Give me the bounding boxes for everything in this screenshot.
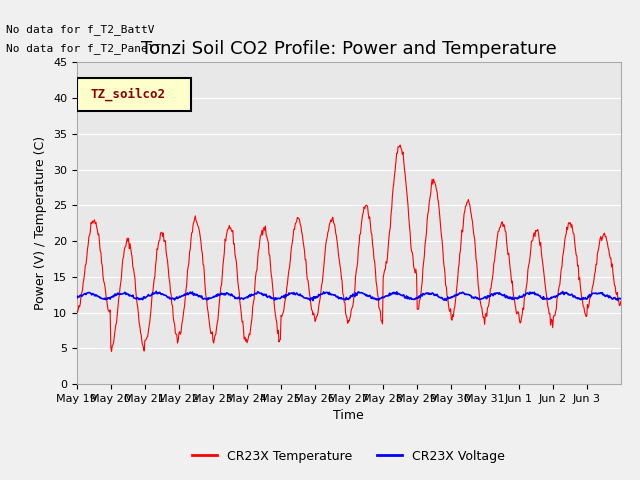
Title: Tonzi Soil CO2 Profile: Power and Temperature: Tonzi Soil CO2 Profile: Power and Temper… [141, 40, 557, 58]
Text: No data for f_T2_PanelT: No data for f_T2_PanelT [6, 43, 162, 54]
Legend: CR23X Temperature, CR23X Voltage: CR23X Temperature, CR23X Voltage [188, 445, 510, 468]
Text: No data for f_T2_BattV: No data for f_T2_BattV [6, 24, 155, 35]
Text: TZ_soilco2: TZ_soilco2 [90, 88, 165, 101]
X-axis label: Time: Time [333, 409, 364, 422]
Y-axis label: Power (V) / Temperature (C): Power (V) / Temperature (C) [35, 136, 47, 310]
FancyBboxPatch shape [77, 79, 191, 110]
